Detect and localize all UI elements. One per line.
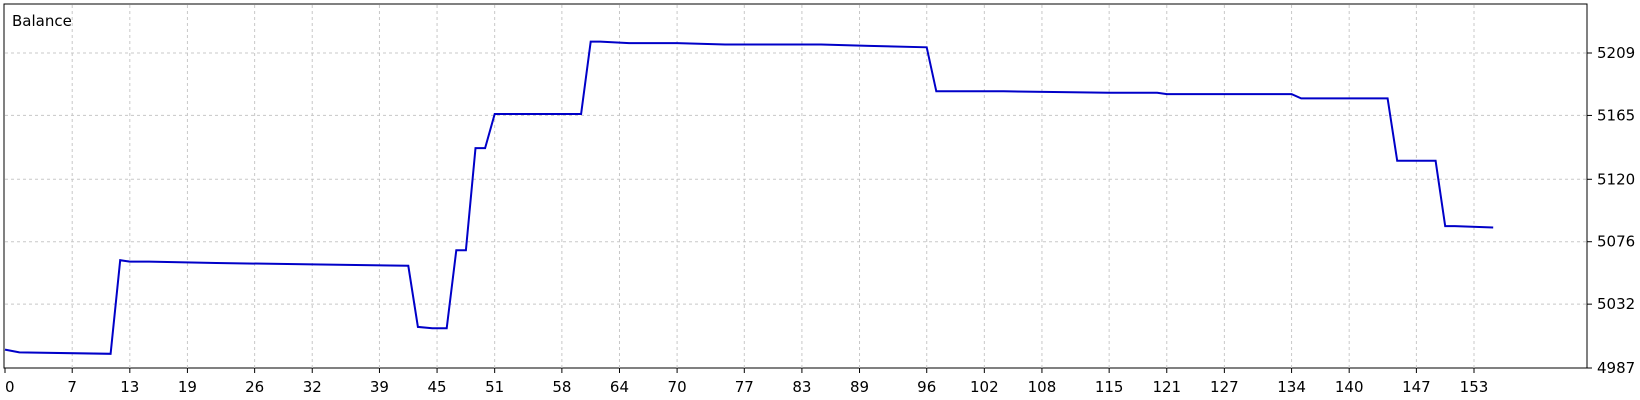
x-tick-label: 7	[67, 378, 77, 396]
x-tick-label: 77	[735, 378, 754, 396]
x-tick-label: 134	[1277, 378, 1306, 396]
y-tick-label: 4987	[1597, 359, 1635, 377]
plot-area	[3, 3, 1588, 369]
axis-ticks: 0 7 13 19 26 32 39 45 51 58 64 70 77 83 89 96 102 108 115 1…	[4, 44, 1635, 396]
x-tick-label: 89	[850, 378, 869, 396]
y-tick-label: 5165	[1597, 106, 1635, 124]
x-tick-label: 115	[1095, 378, 1124, 396]
x-tick-label: 140	[1335, 378, 1364, 396]
grid	[5, 5, 1587, 368]
x-tick-label: 19	[178, 378, 197, 396]
x-tick-label: 127	[1210, 378, 1239, 396]
y-tick-label: 5032	[1597, 295, 1635, 313]
x-tick-label: 147	[1402, 378, 1431, 396]
y-tick-label: 5076	[1597, 233, 1635, 251]
x-tick-label: 45	[428, 378, 447, 396]
x-tick-label: 58	[552, 378, 571, 396]
x-tick-label: 64	[610, 378, 629, 396]
x-tick-label: 51	[485, 378, 504, 396]
x-tick-label: 108	[1028, 378, 1057, 396]
x-tick-label: 13	[120, 378, 139, 396]
x-tick-label: 153	[1460, 378, 1489, 396]
x-tick-label: 32	[303, 378, 322, 396]
y-tick-label: 5120	[1597, 170, 1635, 188]
x-tick-label: 96	[917, 378, 936, 396]
balance-line	[4, 40, 1494, 355]
x-tick-label: 0	[5, 378, 15, 396]
x-tick-label: 83	[792, 378, 811, 396]
y-tick-label: 5209	[1597, 44, 1635, 62]
x-tick-label: 70	[668, 378, 687, 396]
chart-title: Balance	[12, 12, 72, 30]
x-tick-label: 121	[1152, 378, 1181, 396]
x-tick-label: 102	[970, 378, 999, 396]
x-tick-label: 26	[245, 378, 264, 396]
series-layer	[4, 40, 1494, 355]
x-tick-label: 39	[370, 378, 389, 396]
